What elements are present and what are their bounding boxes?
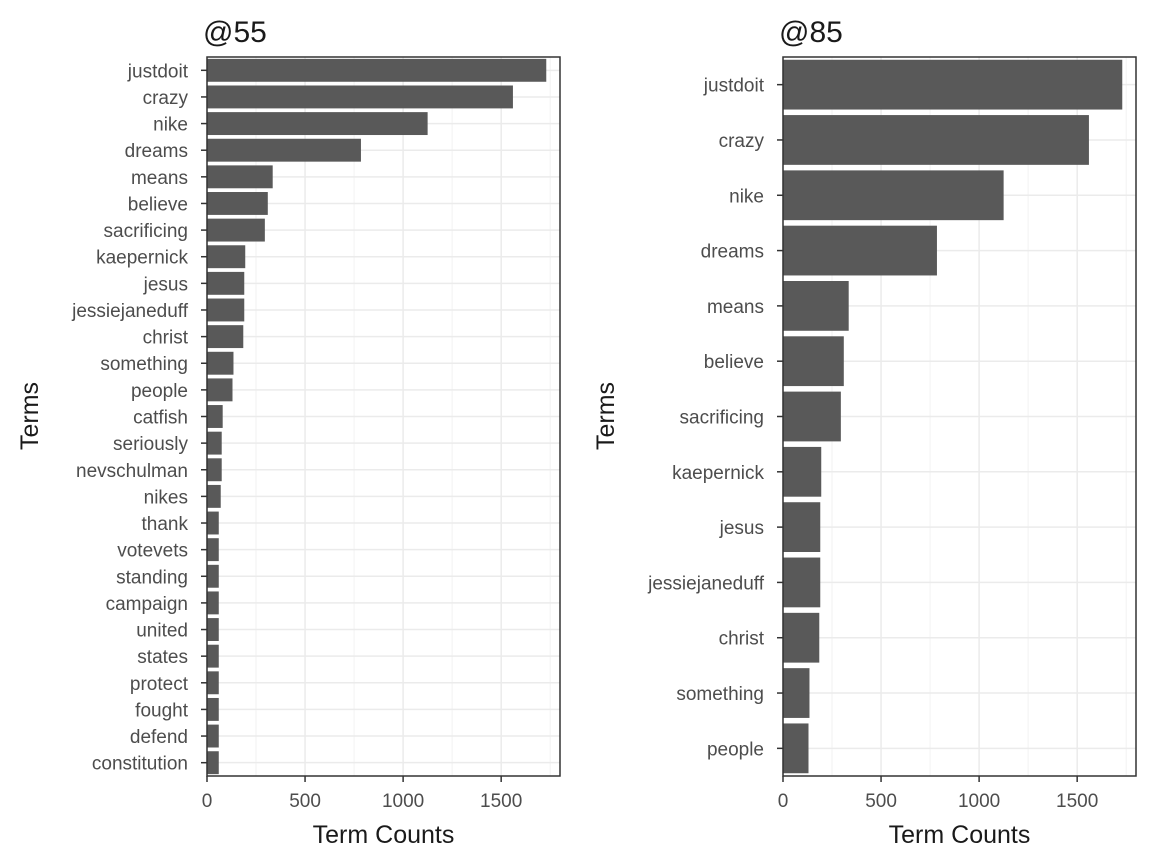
bar-nevschulman <box>207 458 222 482</box>
category-label-dreams: dreams <box>701 242 764 263</box>
category-label-justdoit: justdoit <box>127 61 189 82</box>
bar-votevets <box>207 538 219 562</box>
bar-jesus <box>207 271 245 295</box>
category-label-standing: standing <box>116 567 188 588</box>
bar-kaepernick <box>207 245 246 269</box>
category-label-states: states <box>137 647 188 668</box>
y-axis-title: Terms <box>16 382 44 450</box>
category-label-campaign: campaign <box>106 594 188 615</box>
bar-protect <box>207 671 219 695</box>
category-label-crazy: crazy <box>143 88 189 109</box>
category-label-nikes: nikes <box>144 487 188 508</box>
category-label-means: means <box>707 297 764 318</box>
bar-jessiejaneduff <box>783 557 821 608</box>
category-label-sacrificing: sacrificing <box>680 408 764 429</box>
category-label-thank: thank <box>142 514 189 535</box>
x-tick-label: 1000 <box>958 791 1000 812</box>
category-label-dreams: dreams <box>125 141 188 162</box>
category-label-justdoit: justdoit <box>703 76 765 97</box>
category-label-christ: christ <box>719 629 765 650</box>
category-label-something: something <box>100 354 188 375</box>
x-tick-label: 500 <box>289 791 321 812</box>
bar-means <box>207 165 273 189</box>
bar-sacrificing <box>207 218 265 242</box>
category-label-kaepernick: kaepernick <box>672 463 764 484</box>
bar-states <box>207 644 219 668</box>
bar-sacrificing <box>783 391 841 442</box>
bar-nike <box>783 170 1004 221</box>
category-label-people: people <box>131 381 188 402</box>
x-tick-label: 1000 <box>382 791 424 812</box>
category-label-something: something <box>676 684 764 705</box>
chart-title: @85 <box>779 16 843 49</box>
category-label-means: means <box>131 168 188 189</box>
x-tick-label: 1500 <box>480 791 522 812</box>
category-label-catfish: catfish <box>133 408 188 429</box>
bar-christ <box>207 325 244 349</box>
category-label-fought: fought <box>135 700 189 721</box>
category-label-people: people <box>707 739 764 760</box>
chart-panel-1: justdoit crazy nike dreams means believe sacri… <box>16 16 561 849</box>
category-label-united: united <box>136 621 188 642</box>
bar-people <box>783 723 809 774</box>
category-label-votevets: votevets <box>117 541 188 562</box>
bar-justdoit <box>207 58 547 82</box>
bar-something <box>207 351 234 375</box>
bar-fought <box>207 697 219 721</box>
category-label-christ: christ <box>143 328 189 349</box>
bar-united <box>207 618 219 641</box>
category-label-sacrificing: sacrificing <box>104 221 188 242</box>
bar-kaepernick <box>783 446 822 497</box>
x-axis-title: Term Counts <box>889 821 1031 849</box>
bar-thank <box>207 511 219 535</box>
category-label-seriously: seriously <box>113 434 188 455</box>
x-tick-label: 500 <box>865 791 897 812</box>
bar-jesus <box>783 502 821 553</box>
category-label-nevschulman: nevschulman <box>76 461 188 482</box>
category-label-protect: protect <box>130 674 189 695</box>
category-label-jessiejaneduff: jessiejaneduff <box>647 573 765 594</box>
category-label-nike: nike <box>153 115 188 136</box>
category-label-jesus: jesus <box>719 518 764 539</box>
chart-title: @55 <box>203 16 267 49</box>
category-label-defend: defend <box>130 727 188 748</box>
bar-justdoit <box>783 59 1123 110</box>
bar-dreams <box>207 138 361 162</box>
bar-campaign <box>207 591 219 615</box>
bar-standing <box>207 564 219 588</box>
category-label-crazy: crazy <box>719 131 765 152</box>
x-tick-label: 0 <box>778 791 789 812</box>
bar-crazy <box>207 85 513 109</box>
x-tick-label: 1500 <box>1056 791 1098 812</box>
category-label-constitution: constitution <box>92 754 188 775</box>
bar-nikes <box>207 484 221 508</box>
bar-jessiejaneduff <box>207 298 245 322</box>
x-tick-label: 0 <box>202 791 213 812</box>
category-label-believe: believe <box>128 194 188 215</box>
bar-people <box>207 378 233 402</box>
category-label-jesus: jesus <box>143 274 188 295</box>
bar-catfish <box>207 405 223 428</box>
bar-crazy <box>783 115 1089 165</box>
bar-means <box>783 280 849 331</box>
bar-defend <box>207 724 219 748</box>
category-label-kaepernick: kaepernick <box>96 248 188 269</box>
y-axis-title: Terms <box>592 382 620 450</box>
bar-christ <box>783 612 820 663</box>
category-label-believe: believe <box>704 352 764 373</box>
bar-dreams <box>783 225 937 276</box>
category-label-nike: nike <box>729 186 764 207</box>
bar-nike <box>207 112 428 136</box>
bar-seriously <box>207 431 222 455</box>
category-label-jessiejaneduff: jessiejaneduff <box>71 301 189 322</box>
bar-believe <box>783 336 844 387</box>
bar-something <box>783 668 810 718</box>
chart-panel-2: justdoit crazy nike dreams means believe sacri… <box>592 16 1137 849</box>
bar-constitution <box>207 751 219 775</box>
bar-believe <box>207 192 268 215</box>
x-axis-title: Term Counts <box>313 821 455 849</box>
